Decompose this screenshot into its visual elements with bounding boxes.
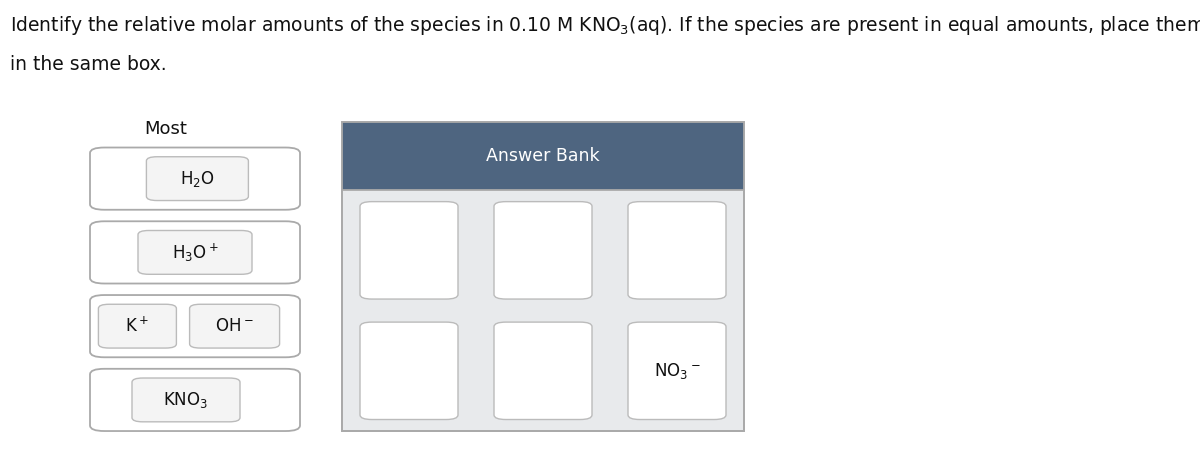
Text: Most: Most	[144, 120, 187, 138]
FancyBboxPatch shape	[360, 322, 458, 420]
FancyBboxPatch shape	[494, 322, 592, 420]
Text: KNO$_3$: KNO$_3$	[163, 390, 209, 410]
Bar	[342, 122, 744, 431]
FancyBboxPatch shape	[494, 201, 592, 299]
FancyBboxPatch shape	[360, 201, 458, 299]
Text: Identify the relative molar amounts of the species in 0.10 M KNO$_3$(aq). If the: Identify the relative molar amounts of t…	[10, 14, 1200, 37]
Text: H$_2$O: H$_2$O	[180, 169, 215, 189]
Text: H$_3$O$^+$: H$_3$O$^+$	[172, 241, 218, 264]
Text: Answer Bank: Answer Bank	[486, 147, 600, 165]
Text: K$^+$: K$^+$	[126, 317, 149, 336]
Text: NO$_3$$^-$: NO$_3$$^-$	[654, 361, 701, 381]
FancyBboxPatch shape	[190, 304, 280, 348]
Bar	[342, 122, 744, 190]
FancyBboxPatch shape	[132, 378, 240, 422]
FancyBboxPatch shape	[90, 295, 300, 357]
Text: Least: Least	[142, 417, 190, 436]
FancyBboxPatch shape	[628, 322, 726, 420]
Text: in the same box.: in the same box.	[10, 55, 167, 74]
FancyBboxPatch shape	[146, 157, 248, 201]
FancyBboxPatch shape	[90, 221, 300, 284]
Bar	[342, 122, 744, 431]
FancyBboxPatch shape	[90, 369, 300, 431]
FancyBboxPatch shape	[138, 230, 252, 274]
FancyBboxPatch shape	[628, 201, 726, 299]
FancyBboxPatch shape	[90, 148, 300, 210]
Text: OH$^-$: OH$^-$	[215, 317, 254, 335]
FancyBboxPatch shape	[98, 304, 176, 348]
